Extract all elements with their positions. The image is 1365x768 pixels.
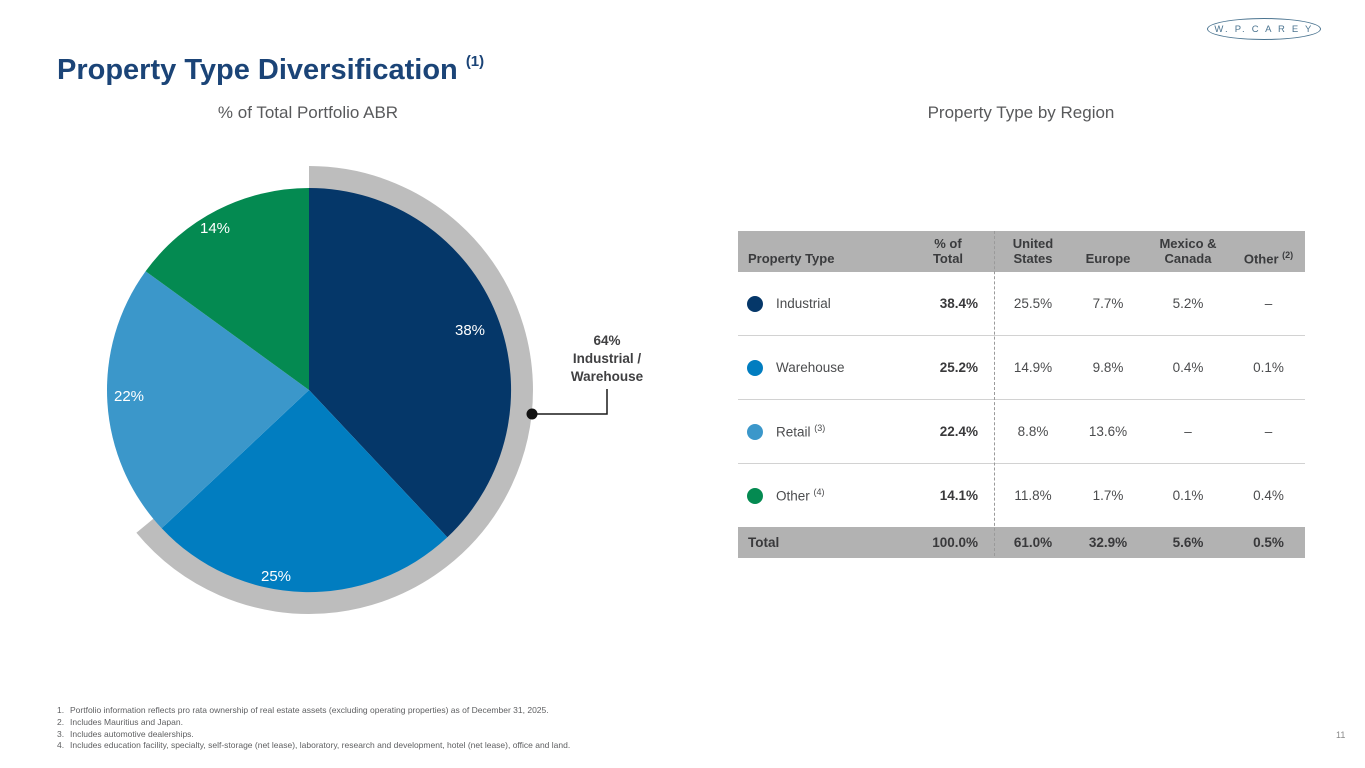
callout-line-1: 64% — [593, 333, 621, 348]
cell-united-states: 8.8% — [1017, 424, 1049, 439]
cell-europe: 9.8% — [1092, 360, 1124, 375]
cell-united-states: 25.5% — [1013, 296, 1053, 311]
table-total-row: Total 100.0% 61.0% 32.9% 5.6% 0.5% — [738, 527, 1305, 558]
table-title: Property Type by Region — [927, 103, 1115, 122]
footnote-3: 3. Includes automotive dealerships. — [57, 728, 194, 739]
col-header-pct-total: % of Total — [932, 236, 964, 266]
row-label: Other (4) — [776, 487, 825, 504]
cell-mexico-canada: 0.4% — [1172, 360, 1204, 375]
title-footnote-marker: (1) — [465, 53, 485, 71]
cell-europe: 7.7% — [1092, 296, 1124, 311]
logo-text: W. P. C A R E Y — [1214, 23, 1314, 35]
callout-line-2: Industrial / — [572, 351, 642, 366]
pie-label-retail: 22% — [114, 388, 144, 405]
cell-europe: 13.6% — [1088, 424, 1128, 439]
wp-carey-logo: W. P. C A R E Y — [1207, 18, 1321, 40]
col-header-other: Other (2) — [1243, 249, 1294, 266]
page-title: Property Type Diversification (1) — [57, 53, 485, 86]
table-row-other: Other (4) 14.1% 11.8% 1.7% 0.1% 0.4% — [738, 463, 1305, 527]
total-mexico-canada: 5.6% — [1172, 535, 1204, 550]
pie-chart-title: % of Total Portfolio ABR — [217, 103, 399, 122]
total-pct-total: 100.0% — [932, 535, 978, 550]
table-row-industrial: Industrial 38.4% 25.5% 7.7% 5.2% – — [738, 272, 1305, 335]
pie-slice-retail — [106, 271, 309, 529]
callout-connector-line — [532, 389, 608, 415]
legend-dot-retail — [747, 423, 763, 440]
callout-line-3: Warehouse — [570, 369, 644, 384]
footnote-4: 4. Includes education facility, specialty… — [57, 740, 571, 751]
other-footnote-marker: (2) — [1282, 249, 1294, 260]
cell-pct-total: 38.4% — [939, 296, 978, 311]
cell-other: – — [1264, 296, 1273, 311]
pie-label-industrial: 38% — [455, 322, 485, 339]
legend-dot-industrial — [747, 295, 763, 312]
row-label: Industrial — [776, 296, 831, 311]
highlight-arc-64pct — [136, 166, 533, 614]
footnotes: 1. Portfolio information reflects pro rat… — [57, 705, 570, 752]
cell-mexico-canada: 5.2% — [1172, 296, 1204, 311]
col-header-united-states: United States — [1012, 236, 1054, 266]
pie-label-warehouse: 25% — [261, 568, 291, 585]
row-label: Retail (3) — [776, 423, 826, 440]
callout-64pct-industrial-warehouse: 64% Industrial / Warehouse — [540, 332, 674, 386]
cell-europe: 1.7% — [1092, 488, 1124, 503]
cell-pct-total: 22.4% — [939, 424, 978, 439]
cell-other: 0.4% — [1253, 488, 1284, 503]
cell-other: 0.1% — [1253, 360, 1284, 375]
legend-dot-warehouse — [747, 359, 763, 376]
footnote-1: 1. Portfolio information reflects pro rat… — [57, 705, 549, 715]
cell-united-states: 14.9% — [1013, 360, 1053, 375]
total-united-states: 61.0% — [1013, 535, 1053, 550]
total-label: Total — [748, 535, 780, 550]
col-header-property-type: Property Type — [748, 251, 835, 266]
pie-chart: 38% 25% 22% 14% — [106, 166, 608, 614]
footnote-2: 2. Includes Mauritius and Japan. — [57, 716, 183, 727]
cell-pct-total: 14.1% — [939, 488, 978, 503]
table-dashed-divider — [994, 231, 995, 556]
col-header-europe: Europe — [1085, 251, 1131, 266]
pie-label-other: 14% — [200, 220, 230, 237]
cell-mexico-canada: 0.1% — [1172, 488, 1204, 503]
pie-slice-other — [145, 188, 309, 390]
pie-slice-industrial — [309, 187, 512, 538]
callout-anchor-dot — [526, 408, 538, 420]
cell-pct-total: 25.2% — [939, 360, 978, 375]
cell-other: – — [1264, 424, 1273, 439]
table-row-retail: Retail (3) 22.4% 8.8% 13.6% – – — [738, 399, 1305, 463]
table-row-warehouse: Warehouse 25.2% 14.9% 9.8% 0.4% 0.1% — [738, 335, 1305, 399]
retail-footnote-marker: (3) — [814, 423, 826, 434]
col-header-mexico-canada: Mexico & Canada — [1159, 236, 1217, 266]
cell-united-states: 11.8% — [1014, 488, 1052, 503]
region-table: Property Type % of Total United States E… — [738, 231, 1305, 558]
legend-dot-other — [747, 487, 763, 504]
cell-mexico-canada: – — [1184, 424, 1192, 439]
row-label: Warehouse — [776, 360, 845, 375]
other-row-footnote-marker: (4) — [813, 487, 825, 498]
total-europe: 32.9% — [1088, 535, 1128, 550]
page-number: 11 — [1336, 730, 1346, 740]
total-other: 0.5% — [1253, 535, 1284, 550]
table-header-row: Property Type % of Total United States E… — [738, 231, 1305, 272]
pie-slice-warehouse — [161, 390, 448, 593]
